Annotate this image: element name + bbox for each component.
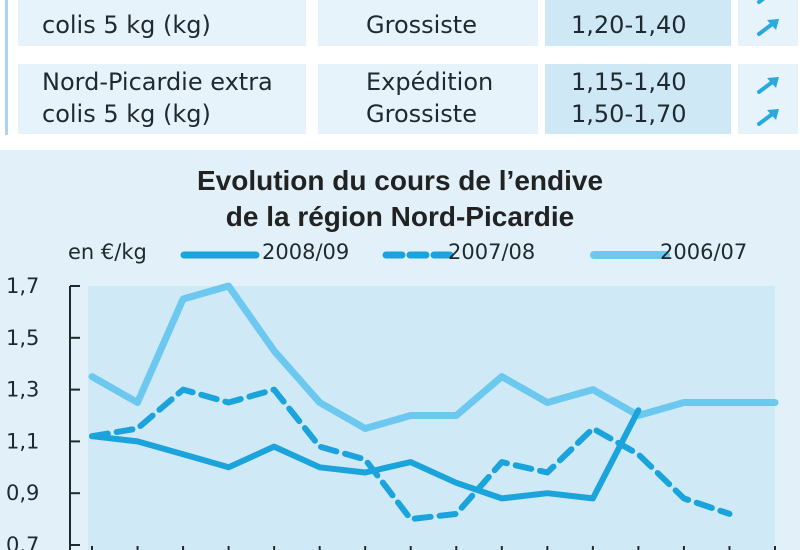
legend-swatch-2007-08	[382, 251, 462, 259]
y-axis-unit-label: en €/kg	[68, 240, 147, 264]
stage-label: Grossiste	[366, 11, 477, 39]
arrow-up-right-icon	[757, 77, 779, 94]
stage-label: Grossiste	[366, 100, 477, 128]
y-tick-label: 1,7	[6, 274, 39, 298]
product-label-line1: Nord-Picardie extra	[42, 68, 273, 96]
trend-cell	[738, 0, 798, 46]
arrow-up-right-icon	[757, 0, 765, 4]
product-cell: colis 5 kg (kg)	[18, 0, 306, 46]
product-label-line2: colis 5 kg (kg)	[42, 100, 211, 128]
y-tick-label: 0,9	[6, 481, 39, 505]
y-tick-label: 1,5	[6, 326, 39, 350]
y-tick-label: 1,1	[6, 429, 39, 453]
legend-label-2006-07: 2006/07	[660, 240, 748, 264]
line-chart-canvas: 1,7 1,5 1,3 1,1 0,9 0,7	[6, 274, 779, 550]
legend-label-2008-09: 2008/09	[262, 240, 350, 264]
table-left-border	[5, 0, 8, 135]
stage-label: Expédition	[366, 68, 494, 96]
legend-swatch-2008-09	[180, 251, 260, 259]
product-label-line2: colis 5 kg (kg)	[42, 11, 211, 39]
arrow-up-right-icon	[757, 109, 779, 126]
trend-cell	[738, 64, 798, 134]
y-tick-label: 1,3	[6, 378, 39, 402]
arrow-up-right-icon	[757, 19, 779, 36]
price-value: 1,50-1,70	[571, 100, 687, 128]
stage-cell: Grossiste	[318, 0, 538, 46]
chart-title-line2: de la région Nord-Picardie	[225, 201, 575, 232]
legend-label-2007-08: 2007/08	[448, 240, 536, 264]
table-row: Nord-Picardie extra colis 5 kg (kg) Expé…	[18, 64, 798, 134]
chart-title-line1: Evolution du cours de l’endive	[196, 165, 604, 196]
series-line-2006-07	[88, 282, 779, 432]
stage-cell: Expédition Grossiste	[318, 64, 538, 134]
price-cell: 1,20-1,40	[545, 0, 731, 46]
price-cell: 1,15-1,40 1,50-1,70	[545, 64, 731, 134]
legend-swatch-2006-07	[590, 251, 670, 259]
price-value: 1,20-1,40	[571, 11, 687, 39]
table-row: colis 5 kg (kg) Grossiste 1,20-1,40	[18, 0, 798, 46]
price-table: colis 5 kg (kg) Grossiste 1,20-1,40 Nord…	[0, 0, 800, 140]
price-value: 1,15-1,40	[571, 68, 687, 96]
product-cell: Nord-Picardie extra colis 5 kg (kg)	[18, 64, 306, 134]
y-tick-label: 0,7	[6, 533, 39, 550]
row-separator	[18, 46, 798, 58]
plot-area: 1,7 1,5 1,3 1,1 0,9 0,7	[6, 274, 779, 550]
